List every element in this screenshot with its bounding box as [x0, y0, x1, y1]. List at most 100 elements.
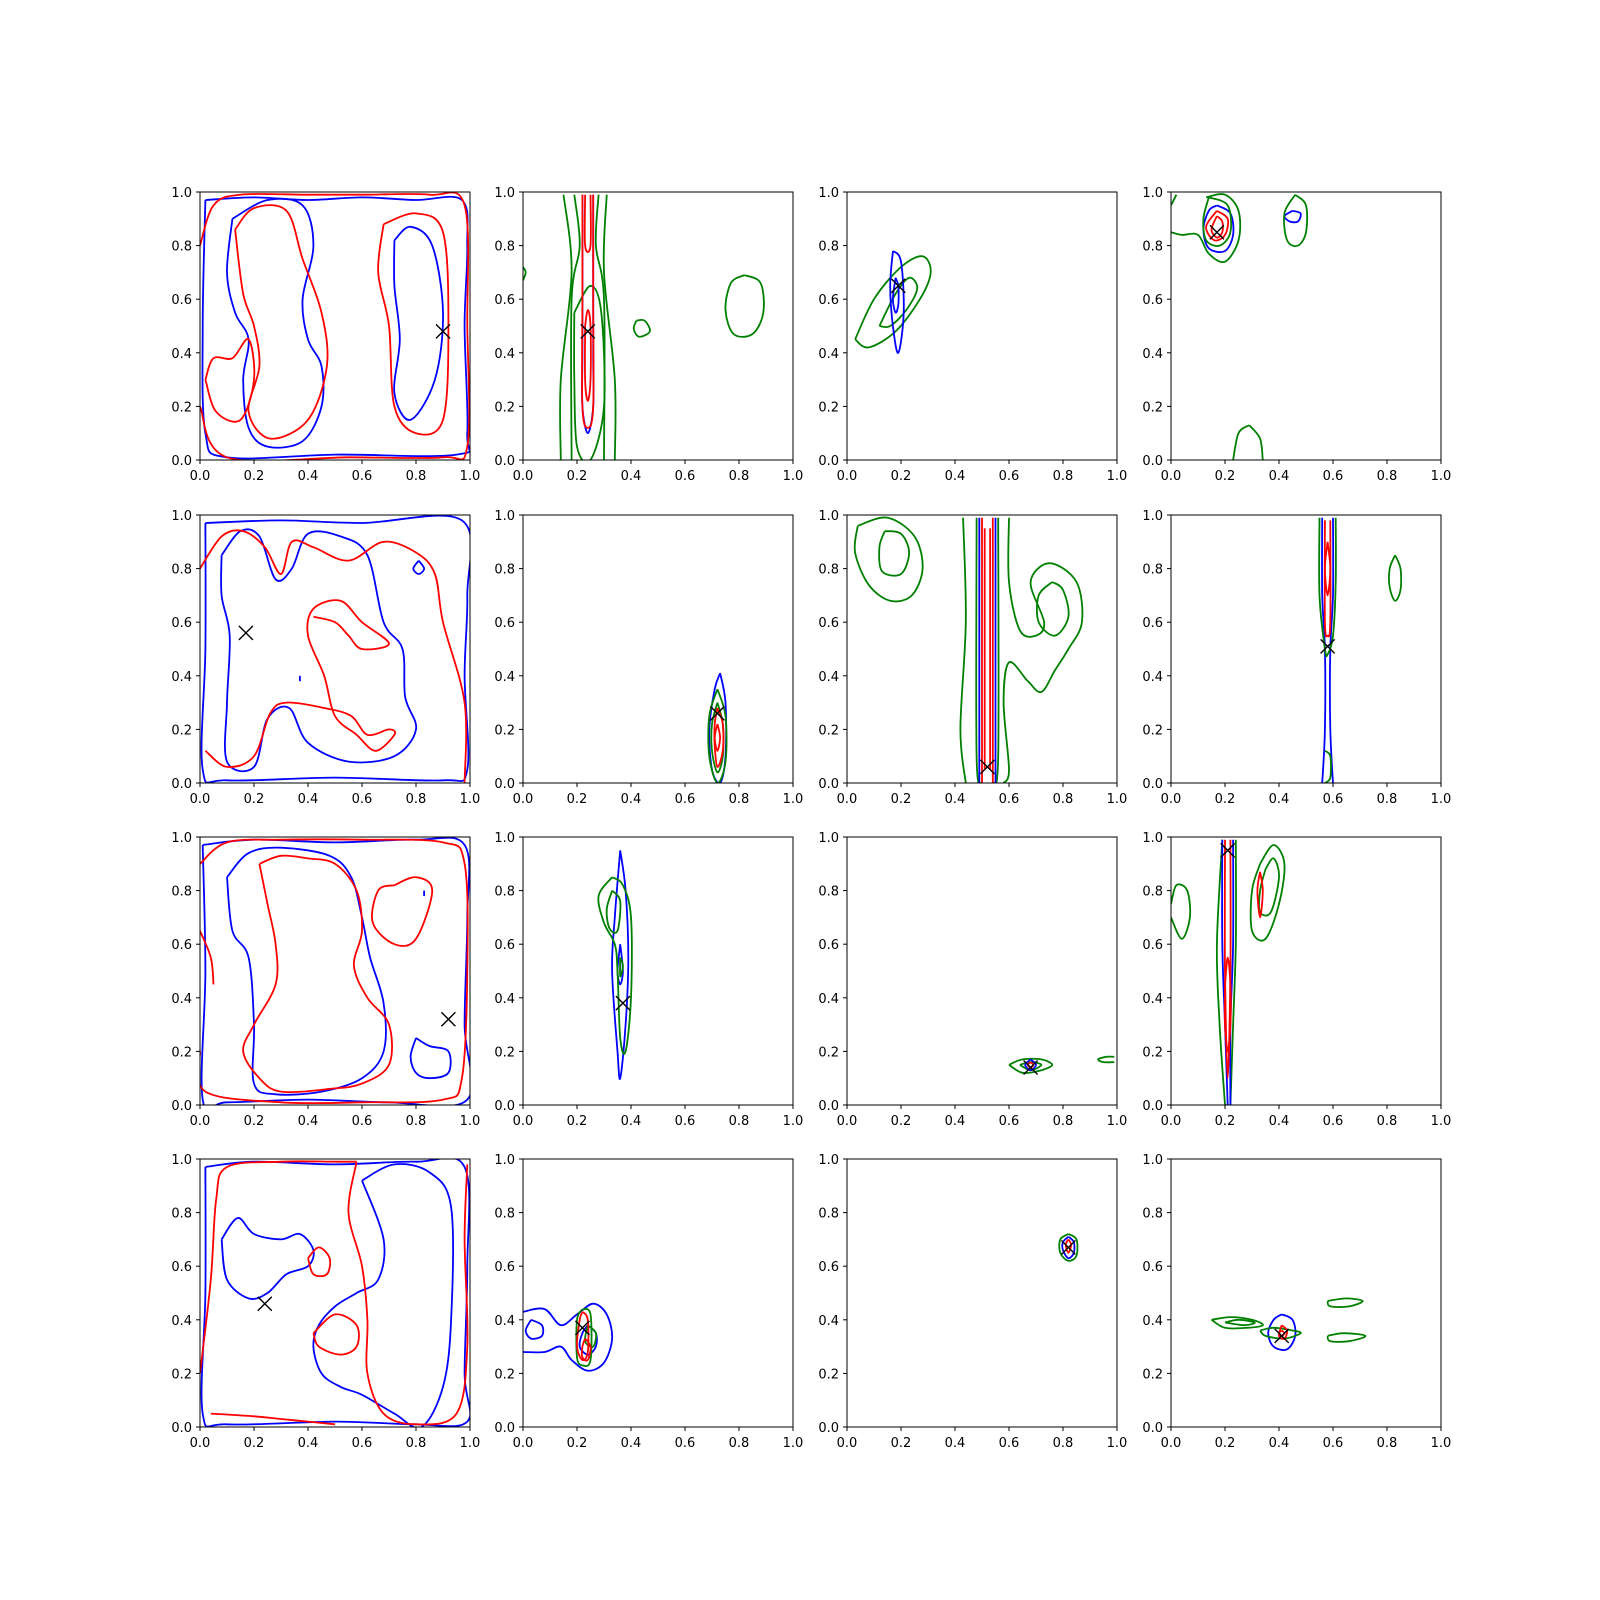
contour-group: [523, 194, 765, 460]
axes-frame: [199, 1158, 471, 1428]
contour-line-green: [1171, 193, 1242, 264]
contour-group: [1211, 1297, 1367, 1351]
x-tick-label: 0.0: [513, 469, 534, 484]
contour-line-blue: [581, 194, 595, 435]
y-tick-label: 0.2: [1142, 400, 1163, 415]
y-tick-label: 0.0: [818, 1421, 839, 1436]
contour-line-red: [204, 338, 256, 423]
y-tick-label: 0.8: [171, 240, 192, 255]
y-tick-label: 0.0: [494, 1421, 515, 1436]
x-tick-label: 0.8: [729, 1436, 750, 1451]
y-tick-label: 0.2: [171, 723, 192, 738]
x-tick-label: 0.8: [406, 792, 427, 807]
y-tick-label: 1.0: [818, 831, 839, 846]
contour-line-green: [878, 276, 919, 329]
x-tick-label: 1.0: [1431, 1436, 1452, 1451]
y-tick-label: 0.8: [171, 885, 192, 900]
x-tick-label: 0.6: [1323, 1114, 1344, 1129]
contour-line-green: [632, 318, 651, 338]
contour-line-red: [581, 194, 595, 429]
y-tick-label: 0.4: [818, 347, 839, 362]
y-tick-label: 0.0: [171, 1099, 192, 1114]
x-tick-label: 0.0: [190, 792, 211, 807]
y-tick-label: 1.0: [818, 186, 839, 201]
x-marker: [1220, 842, 1236, 858]
x-tick-label: 0.2: [1215, 1114, 1236, 1129]
x-tick-label: 0.2: [891, 1436, 912, 1451]
contour-line-green: [1002, 517, 1084, 783]
contour-line-green: [1318, 517, 1337, 658]
contour-line-green: [584, 1324, 598, 1348]
x-tick-label: 1.0: [783, 1114, 804, 1129]
y-tick-label: 0.4: [1142, 347, 1163, 362]
x-marker: [1209, 224, 1225, 240]
contour-line-green: [1283, 193, 1309, 247]
axes-frame: [846, 514, 1118, 784]
contour-line-blue: [312, 1163, 454, 1427]
x-marker: [1274, 1328, 1290, 1344]
y-tick-label: 0.0: [1142, 1421, 1163, 1436]
x-tick-label: 1.0: [460, 1436, 481, 1451]
contour-line-blue: [200, 515, 470, 783]
contour-line-green: [570, 194, 581, 460]
contour-line-green: [1229, 839, 1237, 1105]
x-tick-label: 1.0: [783, 469, 804, 484]
x-tick-label: 0.4: [1269, 792, 1290, 807]
contour-line-blue: [1283, 209, 1302, 224]
y-tick-label: 0.2: [818, 723, 839, 738]
contour-line-red: [307, 1246, 332, 1278]
contour-group: [1008, 1055, 1115, 1074]
y-tick-label: 0.4: [494, 670, 515, 685]
y-tick-label: 0.2: [171, 1367, 192, 1382]
y-tick-label: 0.6: [171, 293, 192, 308]
contour-line-green: [1019, 1061, 1043, 1072]
x-tick-label: 0.0: [1161, 1114, 1182, 1129]
y-tick-label: 0.2: [818, 1045, 839, 1060]
x-tick-label: 0.0: [513, 1436, 534, 1451]
y-tick-label: 0.2: [494, 400, 515, 415]
contour-line-red: [713, 707, 725, 768]
y-tick-label: 0.8: [1142, 563, 1163, 578]
x-tick-label: 0.2: [891, 469, 912, 484]
x-tick-label: 0.8: [406, 469, 427, 484]
contour-line-green: [1259, 1326, 1302, 1340]
x-tick-label: 0.8: [1053, 1114, 1074, 1129]
x-tick-label: 0.0: [513, 1114, 534, 1129]
axes-frame: [1170, 514, 1442, 784]
contour-line-green: [991, 517, 1000, 783]
y-tick-label: 0.0: [171, 454, 192, 469]
contour-line-green: [1171, 194, 1178, 206]
y-tick-label: 0.8: [818, 885, 839, 900]
x-tick-label: 0.2: [1215, 469, 1236, 484]
subplot-3-4: 0.0 0.2 0.4 0.6 0.8 1.0 0.0 0.2 0.4 0.6 0.8 1.0: [1142, 831, 1451, 1129]
x-tick-label: 1.0: [1107, 1436, 1128, 1451]
x-tick-label: 0.0: [190, 1436, 211, 1451]
x-marker: [979, 759, 995, 775]
x-tick-label: 0.4: [1269, 469, 1290, 484]
contour-line-blue: [889, 250, 905, 354]
y-tick-label: 0.4: [494, 347, 515, 362]
y-tick-label: 0.4: [818, 1314, 839, 1329]
y-tick-label: 0.0: [1142, 454, 1163, 469]
axes-frame: [522, 1158, 794, 1428]
contour-line-green: [1215, 839, 1226, 1105]
y-tick-label: 0.4: [1142, 992, 1163, 1007]
x-tick-label: 1.0: [460, 1114, 481, 1129]
x-tick-label: 0.6: [675, 1436, 696, 1451]
subplot-4-4: 0.0 0.2 0.4 0.6 0.8 1.0 0.0 0.2 0.4 0.6 0.8 1.0: [1142, 1153, 1451, 1451]
y-tick-label: 0.0: [818, 777, 839, 792]
contour-line-blue: [412, 560, 425, 575]
x-tick-label: 0.0: [513, 792, 534, 807]
y-tick-label: 1.0: [818, 509, 839, 524]
subplot-3-3: 0.0 0.2 0.4 0.6 0.8 1.0 0.0 0.2 0.4 0.6 0.8 1.0: [818, 831, 1127, 1129]
x-tick-label: 0.6: [352, 469, 373, 484]
x-tick-label: 0.0: [837, 469, 858, 484]
x-tick-label: 0.0: [837, 1436, 858, 1451]
contour-line-red: [200, 192, 470, 460]
y-tick-label: 1.0: [494, 509, 515, 524]
y-tick-label: 0.2: [171, 1045, 192, 1060]
y-tick-label: 0.6: [171, 1260, 192, 1275]
y-tick-label: 0.0: [494, 1099, 515, 1114]
y-tick-label: 0.0: [171, 1421, 192, 1436]
y-tick-label: 1.0: [494, 831, 515, 846]
